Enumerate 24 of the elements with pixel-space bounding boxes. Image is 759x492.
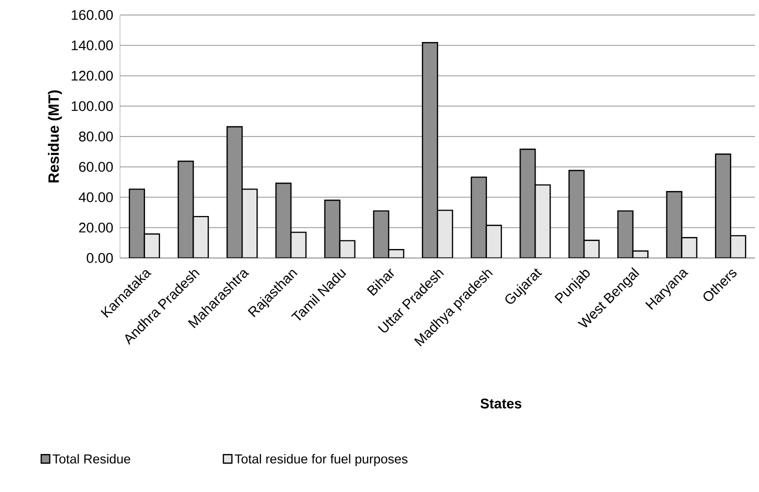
y-tick-label: 120.00	[72, 70, 113, 81]
y-tick-label: 100.00	[72, 101, 113, 112]
y-tick-label: 20.00	[79, 222, 113, 233]
y-tick-label: 140.00	[72, 40, 113, 50]
y-tick-label: 60.00	[79, 162, 113, 172]
y-tick-label: 80.00	[79, 132, 113, 142]
y-tick-label: 0.00	[86, 253, 113, 263]
bar	[470, 176, 487, 258]
y-axis-title: Residue (MT)	[48, 90, 62, 182]
y-tick-label: 40.00	[78, 192, 113, 202]
bar	[422, 42, 438, 258]
y-tick-label: 160.00	[72, 10, 113, 20]
bar	[486, 224, 502, 258]
bar	[275, 182, 292, 258]
bar	[226, 126, 243, 258]
bar	[436, 210, 454, 258]
bar	[617, 210, 634, 258]
legend-label: Total Residue	[52, 454, 130, 464]
bar	[714, 154, 732, 258]
x-axis-title: States	[480, 398, 522, 408]
bar	[568, 170, 585, 258]
bar	[242, 188, 258, 258]
legend-label: Total residue for fuel purposes	[234, 454, 408, 466]
bar	[128, 188, 146, 258]
